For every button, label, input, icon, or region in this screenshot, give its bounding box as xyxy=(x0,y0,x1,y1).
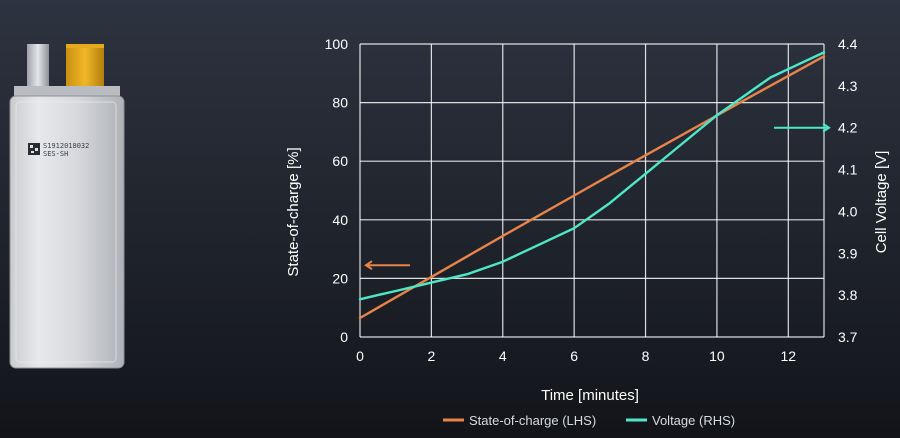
y-axis-left-title: State-of-charge [%] xyxy=(285,147,302,276)
legend-label-voltage: Voltage (RHS) xyxy=(652,413,735,428)
legend: State-of-charge (LHS) Voltage (RHS) xyxy=(443,413,735,428)
y-tick-right-label: 3.8 xyxy=(838,287,858,303)
grid-lines xyxy=(359,43,825,338)
x-axis-title: Time [minutes] xyxy=(541,387,639,404)
y-tick-right-label: 4.1 xyxy=(838,162,858,178)
y-tick-left-label: 80 xyxy=(332,95,348,111)
y-axis-left-ticks: 0 20 40 60 80 100 xyxy=(325,36,349,345)
arrow-left-icon-head xyxy=(364,260,373,271)
y-tick-left-label: 0 xyxy=(340,329,348,345)
series-line-soc xyxy=(358,55,826,320)
x-tick-label: 8 xyxy=(642,348,650,364)
battery-qr-code xyxy=(28,143,40,155)
axis-arrows xyxy=(364,122,831,271)
battery-label-model: SES-SH xyxy=(43,150,68,158)
battery-tab-positive xyxy=(66,44,104,92)
y-axis-right-title: Cell Voltage [V] xyxy=(873,151,890,254)
y-tick-right-label: 4.2 xyxy=(838,120,858,136)
x-tick-label: 4 xyxy=(499,348,507,364)
battery-label-serial: S1912018032 xyxy=(43,142,89,150)
battery-cell-image: S1912018032 SES-SH xyxy=(9,44,125,369)
y-tick-right-label: 3.9 xyxy=(838,245,858,261)
y-tick-right-label: 4.0 xyxy=(838,203,858,219)
arrow-right-icon xyxy=(774,122,831,133)
arrow-right-icon-head xyxy=(822,122,831,133)
y-tick-left-label: 40 xyxy=(332,212,348,228)
y-tick-right-label: 3.7 xyxy=(838,329,858,345)
series-line-voltage xyxy=(358,51,826,301)
y-tick-right-label: 4.3 xyxy=(838,78,858,94)
x-tick-label: 6 xyxy=(570,348,578,364)
x-tick-label: 0 xyxy=(356,348,364,364)
y-tick-left-label: 20 xyxy=(332,270,348,286)
battery-body xyxy=(9,95,125,369)
battery-tab-negative xyxy=(27,44,49,86)
y-tick-left-label: 60 xyxy=(332,153,348,169)
arrow-left-icon xyxy=(364,260,410,271)
x-tick-label: 12 xyxy=(781,348,797,364)
x-axis-ticks: 0 2 4 6 8 10 12 xyxy=(356,348,796,364)
legend-label-soc: State-of-charge (LHS) xyxy=(469,413,596,428)
series-lines xyxy=(358,51,826,320)
y-axis-right-ticks: 3.7 3.8 3.9 4.0 4.1 4.2 4.3 4.4 xyxy=(838,36,858,345)
x-tick-label: 10 xyxy=(709,348,725,364)
x-tick-label: 2 xyxy=(427,348,435,364)
y-tick-left-label: 100 xyxy=(325,36,349,52)
y-tick-right-label: 4.4 xyxy=(838,36,858,52)
